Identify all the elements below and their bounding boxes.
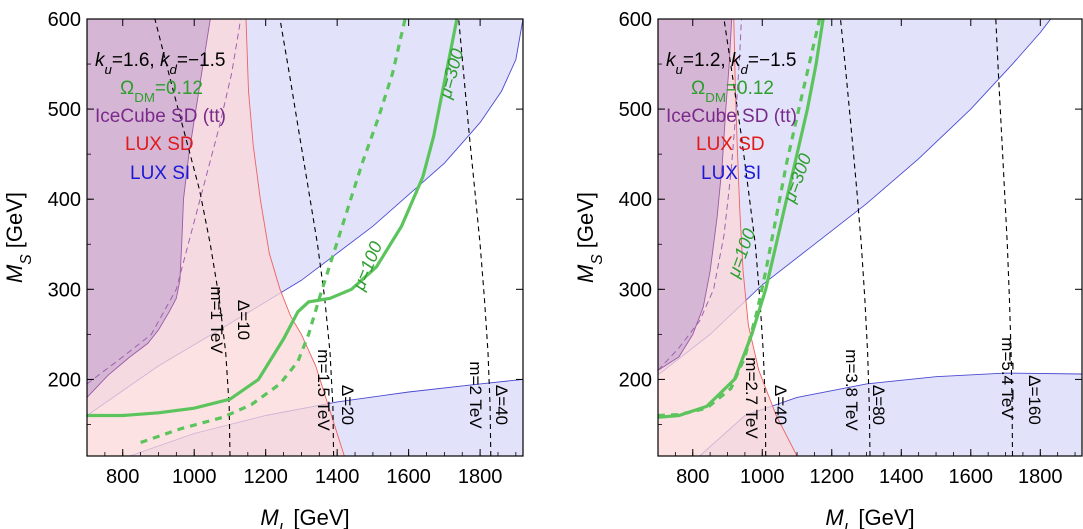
legend-entry: LUX SI	[130, 163, 190, 184]
annotation-label: μ=100	[348, 239, 386, 294]
series-m-3-8-tev	[839, 19, 871, 456]
series--100	[140, 19, 407, 445]
y-tick-label: 500	[619, 99, 652, 121]
plot-frame	[86, 18, 524, 457]
legend-entry: ΩDM=0.12	[120, 78, 203, 105]
x-tick-label: 1000	[740, 466, 785, 488]
legend-entry: IceCube SD (tt)	[666, 106, 797, 127]
legend-entry: LUX SD	[125, 134, 194, 155]
series-m-2-tev	[458, 19, 492, 456]
x-tick-label: 1400	[315, 466, 360, 488]
x-tick-label: 1600	[949, 466, 994, 488]
y-tick-label: 200	[48, 369, 81, 391]
y-tick-label: 200	[619, 369, 652, 391]
y-tick-label: 500	[48, 99, 81, 121]
annotation-label: Δ=40	[771, 385, 790, 425]
annotation-label: Δ=20	[338, 385, 357, 425]
legend-entry: ku=1.6, kd=−1.5	[95, 50, 226, 77]
annotation-label: m=1 TeV	[207, 286, 226, 354]
annotation-label: Δ=10	[234, 300, 253, 340]
plot-area	[87, 19, 523, 456]
annotation-label: m=2.7 TeV	[742, 357, 761, 439]
x-tick-label: 1200	[810, 466, 855, 488]
legend-entry: LUX SI	[701, 163, 761, 184]
right-chart: 800 1000 1200 1400 1600 1800 200 300 400 500 600 ML…	[573, 9, 1083, 529]
y-tick-label: 600	[48, 9, 81, 31]
annotation-label: m=1.5 TeV	[314, 349, 333, 431]
icecube-sd-region	[87, 19, 211, 399]
left-chart: 800 1000 1200 1400 1600 1800 200 300 400 500 600 ML…	[2, 9, 524, 529]
x-axis-label: ML [GeV]	[825, 505, 914, 529]
series--300	[87, 19, 459, 418]
series-m-1-5-tev	[279, 19, 335, 456]
legend-entry: ku=1.2, kd=−1.5	[666, 50, 797, 77]
annotation-label: Δ=40	[492, 385, 511, 425]
x-tick-label: 800	[676, 466, 709, 488]
y-axis-label: MS [GeV]	[573, 192, 606, 283]
y-tick-label: 600	[619, 9, 652, 31]
legend-entry: IceCube SD (tt)	[95, 106, 226, 127]
x-tick-label: 800	[106, 466, 139, 488]
annotation-label: Δ=80	[869, 385, 888, 425]
y-tick-label: 300	[619, 279, 652, 301]
series--100	[658, 19, 822, 418]
series-m-5-4-tev	[995, 19, 1014, 456]
y-tick-label: 300	[48, 279, 81, 301]
legend-entry: ΩDM=0.12	[691, 78, 774, 105]
x-tick-label: 1000	[172, 466, 217, 488]
y-tick-label: 400	[48, 189, 81, 211]
lux-si-region-upper	[658, 19, 1052, 376]
annotation-label: m=3.8 TeV	[842, 349, 861, 431]
x-tick-label: 1400	[879, 466, 924, 488]
y-tick-label: 400	[619, 189, 652, 211]
plot-area	[658, 19, 1082, 456]
annotation-label: m=5.4 TeV	[998, 337, 1017, 419]
x-tick-label: 1800	[1018, 466, 1063, 488]
annotation-label: m=2 TeV	[466, 361, 485, 429]
x-axis-label: ML [GeV]	[260, 505, 349, 529]
legend-entry: LUX SD	[696, 134, 765, 155]
x-tick-label: 1600	[386, 466, 431, 488]
series-m-2-7-tev	[723, 19, 767, 456]
x-tick-label: 1800	[458, 466, 503, 488]
x-tick-label: 1200	[243, 466, 288, 488]
icecube-sd-region	[658, 19, 733, 371]
series-m-1-tev	[154, 19, 231, 456]
series-icecube-sd-boundary	[658, 19, 742, 371]
annotation-label: Δ=160	[1025, 375, 1044, 425]
plot-frame	[657, 18, 1083, 457]
y-axis-label: MS [GeV]	[2, 192, 35, 283]
